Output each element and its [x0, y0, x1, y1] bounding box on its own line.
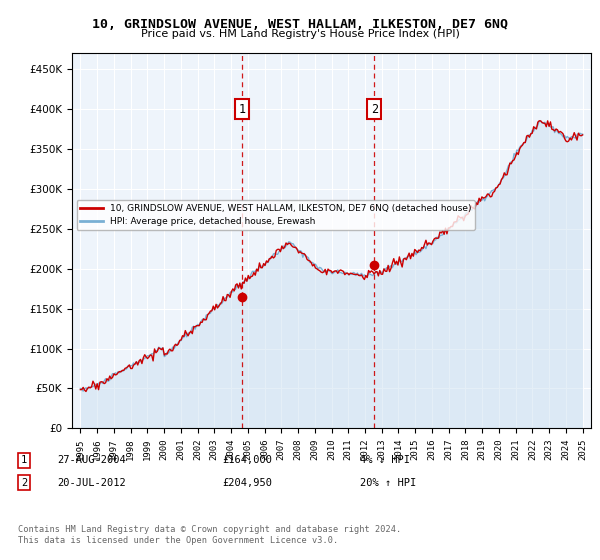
Text: £204,950: £204,950	[222, 478, 272, 488]
Text: £164,000: £164,000	[222, 455, 272, 465]
Text: Price paid vs. HM Land Registry's House Price Index (HPI): Price paid vs. HM Land Registry's House …	[140, 29, 460, 39]
Text: 10, GRINDSLOW AVENUE, WEST HALLAM, ILKESTON, DE7 6NQ: 10, GRINDSLOW AVENUE, WEST HALLAM, ILKES…	[92, 18, 508, 31]
Text: 20% ↑ HPI: 20% ↑ HPI	[360, 478, 416, 488]
Text: 2: 2	[21, 478, 27, 488]
Text: 4% ↓ HPI: 4% ↓ HPI	[360, 455, 410, 465]
Text: 27-AUG-2004: 27-AUG-2004	[57, 455, 126, 465]
Text: Contains HM Land Registry data © Crown copyright and database right 2024.
This d: Contains HM Land Registry data © Crown c…	[18, 525, 401, 545]
Text: 1: 1	[238, 102, 245, 115]
Legend: 10, GRINDSLOW AVENUE, WEST HALLAM, ILKESTON, DE7 6NQ (detached house), HPI: Aver: 10, GRINDSLOW AVENUE, WEST HALLAM, ILKES…	[77, 200, 475, 230]
Text: 20-JUL-2012: 20-JUL-2012	[57, 478, 126, 488]
Text: 1: 1	[21, 455, 27, 465]
Text: 2: 2	[371, 102, 378, 115]
